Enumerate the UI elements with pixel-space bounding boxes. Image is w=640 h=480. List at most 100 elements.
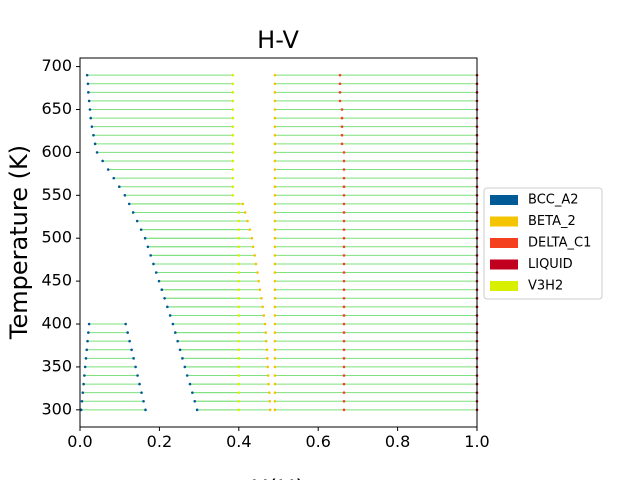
legend-swatch (490, 238, 518, 248)
phase-point (338, 73, 342, 77)
phase-point (273, 365, 277, 369)
phase-point (273, 314, 277, 317)
phase-point (146, 245, 150, 249)
phase-point (237, 322, 241, 326)
phase-point (123, 194, 127, 197)
phase-point (237, 305, 241, 309)
legend: BCC_A2 BETA_2 DELTA_C1 LIQUID V3H2 (483, 187, 603, 300)
phase-point (340, 116, 344, 120)
phase-point (260, 296, 263, 300)
phase-point (273, 399, 277, 403)
phase-point (171, 322, 175, 326)
phase-point (273, 73, 277, 77)
phase-point (85, 73, 89, 77)
phase-point (273, 159, 277, 163)
phase-point (106, 168, 110, 171)
phase-point (87, 331, 90, 334)
phase-point (342, 168, 346, 171)
phase-point (273, 408, 277, 412)
phase-point (273, 202, 277, 206)
legend-label: BCC_A2 (528, 193, 579, 208)
phase-point (87, 322, 91, 326)
y-tick-label: 500 (41, 228, 72, 247)
phase-point (342, 219, 346, 223)
phase-point (93, 142, 97, 146)
phase-point (237, 254, 241, 257)
phase-point (342, 185, 346, 189)
phase-point (157, 279, 161, 283)
phase-point (134, 365, 137, 369)
phase-point (342, 374, 346, 377)
x-axis-label: X(H) (251, 475, 304, 480)
phase-point (342, 322, 346, 326)
phase-point (268, 408, 272, 412)
axes-frame (79, 57, 478, 428)
phase-point (243, 211, 247, 214)
y-axis-label: Temperature (K) (5, 145, 33, 340)
phase-point (273, 391, 277, 394)
phase-point (231, 99, 235, 103)
phase-point (163, 296, 166, 300)
phase-point (273, 142, 277, 146)
phase-point (342, 176, 346, 180)
phase-point (340, 125, 344, 128)
phase-point (342, 408, 346, 412)
phase-point (176, 339, 179, 343)
phase-point (273, 211, 277, 214)
phase-point (267, 382, 270, 386)
phase-point (251, 245, 255, 249)
phase-point (85, 348, 89, 352)
phase-point (273, 116, 277, 120)
phase-point (79, 408, 83, 412)
phase-point (264, 339, 268, 343)
phase-point (342, 211, 346, 214)
phase-point (342, 262, 346, 266)
phase-point (241, 202, 245, 206)
phase-point (139, 228, 143, 231)
phase-point (95, 151, 99, 154)
phase-point (273, 262, 277, 266)
phase-point (127, 202, 131, 206)
legend-swatch (490, 259, 518, 270)
phase-point (231, 151, 235, 154)
phase-point (256, 271, 259, 274)
phase-point (173, 331, 177, 334)
phase-point (342, 391, 346, 394)
phase-point (237, 374, 241, 377)
phase-point (193, 399, 197, 403)
phase-point (101, 159, 104, 163)
phase-point (237, 348, 241, 352)
phase-point (273, 108, 277, 111)
phase-point (237, 211, 241, 214)
phase-point (273, 382, 277, 386)
phase-point (136, 374, 139, 377)
legend-label: DELTA_C1 (528, 236, 591, 251)
legend-label: LIQUID (528, 257, 573, 272)
phase-point (181, 357, 184, 360)
phase-point (126, 331, 129, 334)
phase-point (140, 391, 143, 394)
phase-point (273, 176, 277, 180)
phase-point (273, 296, 277, 300)
phase-point (273, 374, 277, 377)
phase-point (250, 236, 254, 240)
y-tick-label: 450 (41, 271, 72, 290)
phase-point (81, 391, 85, 394)
phase-point (82, 382, 85, 386)
phase-point (342, 202, 346, 206)
phase-point (231, 168, 235, 171)
phase-point (342, 305, 346, 309)
phase-point (273, 168, 277, 171)
phase-point (231, 133, 235, 137)
phase-point (342, 331, 346, 334)
phase-point (92, 133, 95, 137)
phase-point (340, 108, 344, 111)
phase-point (166, 305, 169, 309)
phase-point (273, 322, 277, 326)
phase-point (273, 305, 277, 309)
phase-point (231, 82, 235, 86)
phase-point (231, 108, 235, 111)
phase-point (342, 159, 346, 163)
phase-point (342, 365, 346, 369)
